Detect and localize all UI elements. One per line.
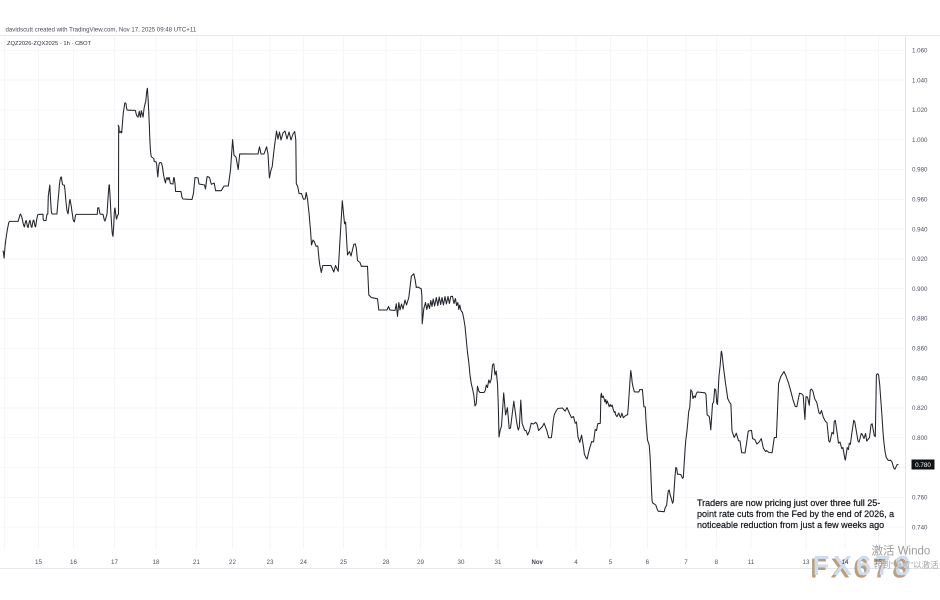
- svg-text:31: 31: [495, 559, 502, 566]
- svg-text:FX678: FX678: [811, 553, 913, 583]
- svg-text:25: 25: [340, 559, 347, 566]
- svg-text:14: 14: [842, 559, 849, 566]
- svg-text:7: 7: [684, 559, 688, 566]
- svg-text:13: 13: [803, 559, 810, 566]
- svg-text:30: 30: [458, 559, 465, 566]
- svg-text:1.000: 1.000: [912, 137, 928, 144]
- svg-text:1.040: 1.040: [912, 77, 928, 84]
- svg-text:1.020: 1.020: [912, 107, 928, 114]
- svg-text:FX678: FX678: [813, 551, 915, 581]
- svg-text:0.980: 0.980: [912, 167, 928, 174]
- svg-text:0.840: 0.840: [912, 375, 928, 382]
- svg-text:转到“设置”以激活 Wind: 转到“设置”以激活 Wind: [874, 560, 940, 570]
- svg-text:ZQZ2026-ZQX2025 · 1h · CBOT: ZQZ2026-ZQX2025 · 1h · CBOT: [7, 41, 92, 47]
- svg-text:28: 28: [383, 559, 390, 566]
- svg-text:0.760: 0.760: [912, 495, 928, 502]
- svg-text:noticeable reduction from just: noticeable reduction from just a few wee…: [697, 520, 884, 530]
- svg-text:18: 18: [153, 559, 160, 566]
- svg-text:21: 21: [193, 559, 200, 566]
- svg-text:0.780: 0.780: [915, 462, 931, 469]
- svg-text:6: 6: [646, 559, 650, 566]
- svg-text:point rate cuts from the Fed b: point rate cuts from the Fed by the end …: [697, 509, 894, 519]
- svg-text:0.820: 0.820: [912, 405, 928, 412]
- svg-text:11: 11: [748, 559, 755, 566]
- svg-text:0.860: 0.860: [912, 346, 928, 353]
- svg-text:Nov: Nov: [532, 560, 544, 566]
- svg-text:0.740: 0.740: [912, 524, 928, 531]
- svg-text:0.920: 0.920: [912, 256, 928, 263]
- svg-text:0.880: 0.880: [912, 316, 928, 323]
- svg-text:15: 15: [35, 559, 42, 566]
- svg-text:14: 14: [842, 559, 849, 566]
- svg-text:激活 Windo: 激活 Windo: [872, 544, 931, 558]
- svg-text:0.960: 0.960: [912, 197, 928, 204]
- svg-text:15: 15: [875, 559, 882, 566]
- svg-text:0.940: 0.940: [912, 226, 928, 233]
- svg-text:Traders are now pricing just o: Traders are now pricing just over three …: [697, 498, 880, 508]
- svg-text:29: 29: [417, 559, 424, 566]
- svg-text:23: 23: [267, 559, 274, 566]
- svg-text:16: 16: [70, 559, 77, 566]
- svg-text:17: 17: [111, 559, 118, 566]
- svg-text:5: 5: [609, 559, 613, 566]
- svg-text:0.800: 0.800: [912, 435, 928, 442]
- svg-text:0.900: 0.900: [912, 286, 928, 293]
- svg-text:22: 22: [229, 559, 236, 566]
- svg-text:davidscutt created with Tradin: davidscutt created with TradingView.com,…: [6, 27, 197, 34]
- svg-text:4: 4: [574, 559, 578, 566]
- svg-text:1.060: 1.060: [912, 48, 928, 55]
- svg-text:24: 24: [300, 559, 307, 566]
- svg-text:8: 8: [715, 559, 719, 566]
